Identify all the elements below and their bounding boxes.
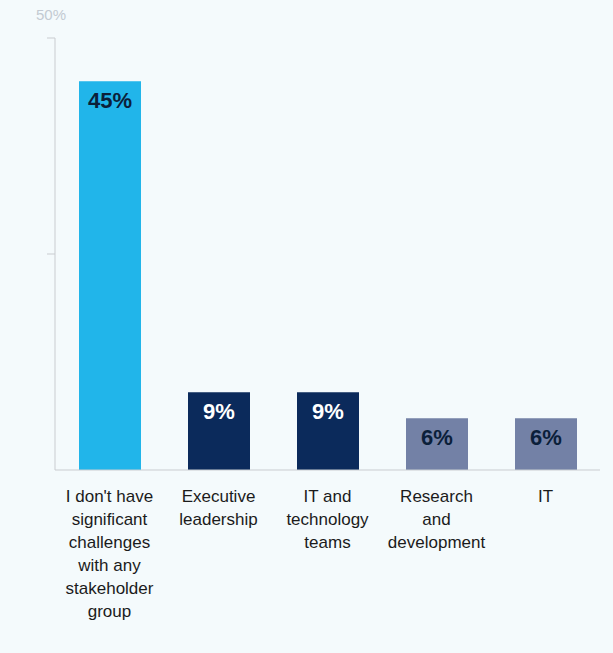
svg-text:IT: IT (538, 487, 553, 506)
svg-text:IT andtechnologyteams: IT andtechnologyteams (286, 487, 369, 552)
svg-text:Executiveleadership: Executiveleadership (179, 487, 257, 529)
svg-text:45%: 45% (88, 88, 132, 113)
svg-text:6%: 6% (421, 425, 453, 450)
svg-text:50%: 50% (36, 6, 66, 23)
svg-text:6%: 6% (530, 425, 562, 450)
svg-text:9%: 9% (312, 399, 344, 424)
svg-text:I don't havesignificantchallen: I don't havesignificantchallengeswith an… (66, 487, 154, 621)
svg-text:Researchanddevelopment: Researchanddevelopment (388, 487, 486, 552)
svg-text:9%: 9% (203, 399, 235, 424)
